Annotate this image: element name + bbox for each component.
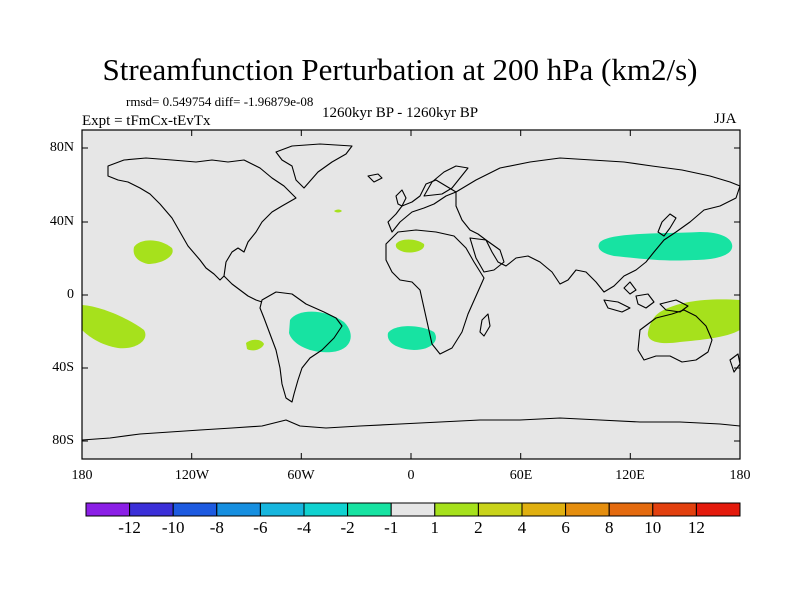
y-tick-80s: 80S xyxy=(52,433,74,448)
positive-anomaly-south-pacific xyxy=(246,339,264,351)
colorbar-swatch xyxy=(695,502,741,517)
colorbar-swatch xyxy=(434,502,479,517)
colorbar-label: 8 xyxy=(604,518,614,537)
colorbar-swatch xyxy=(259,502,305,517)
positive-anomaly-atlantic-small xyxy=(334,209,342,213)
colorbar-swatch xyxy=(565,502,610,517)
period-label: 1260kyr BP - 1260kyr BP xyxy=(322,105,479,121)
positive-anomaly-africa-north xyxy=(395,239,425,253)
y-tick-80n: 80N xyxy=(49,140,74,155)
colorbar-swatch xyxy=(477,502,523,517)
y-tick-0: 0 xyxy=(67,287,74,302)
x-tick-180w: 180 xyxy=(71,468,93,483)
colorbar-label: -8 xyxy=(209,518,224,537)
colorbar-label: 12 xyxy=(687,518,705,537)
colorbar-swatch xyxy=(216,502,261,517)
axis-ticks xyxy=(82,130,740,459)
colorbar-label: -4 xyxy=(296,518,312,537)
colorbar-label: 10 xyxy=(644,518,662,537)
negative-anomaly-northwest-pacific xyxy=(598,232,733,261)
colorbar-swatch xyxy=(390,502,436,517)
experiment-label: Expt = tFmCx-tEvTx xyxy=(82,113,211,129)
chart-title: Streamfunction Perturbation at 200 hPa (… xyxy=(102,52,698,87)
x-tick-60e: 60E xyxy=(509,468,533,483)
map-background xyxy=(82,130,740,459)
stats-label: rmsd= 0.549754 diff= -1.96879e-08 xyxy=(126,94,314,109)
colorbar-swatch xyxy=(521,502,567,517)
x-tick-120e: 120E xyxy=(615,468,645,483)
colorbar-swatch xyxy=(172,502,218,517)
colorbar-label: -12 xyxy=(118,518,141,537)
colorbar-label: 2 xyxy=(474,518,483,537)
colorbar-label: -6 xyxy=(253,518,268,537)
season-label: JJA xyxy=(714,111,737,127)
colorbar-label: -10 xyxy=(161,518,185,537)
colorbar-swatch xyxy=(347,502,392,517)
colorbar-swatch xyxy=(129,502,174,517)
y-tick-40s: 40S xyxy=(52,360,74,375)
colorbar-label: 6 xyxy=(561,518,570,537)
x-tick-60w: 60W xyxy=(287,468,315,483)
colorbar-label: -1 xyxy=(384,518,399,537)
colorbar-swatch xyxy=(652,502,697,517)
colorbar-label: 1 xyxy=(430,518,440,537)
negative-anomaly-south-atlantic xyxy=(387,326,436,350)
coastlines xyxy=(81,143,741,441)
colorbar-swatch xyxy=(85,502,131,517)
y-tick-40n: 40N xyxy=(49,214,74,229)
colorbar-swatch xyxy=(303,502,349,517)
colorbar-swatch xyxy=(608,502,654,517)
colorbar xyxy=(85,502,741,517)
x-tick-0: 0 xyxy=(407,468,415,483)
negative-anomaly-south-america xyxy=(289,311,351,353)
colorbar-label: -2 xyxy=(340,518,355,537)
x-tick-180e: 180 xyxy=(729,468,751,483)
positive-anomaly-north-pacific xyxy=(133,240,173,264)
x-tick-120w: 120W xyxy=(174,468,210,483)
positive-anomaly-east-pacific xyxy=(82,305,146,349)
colorbar-label: 4 xyxy=(517,518,527,537)
